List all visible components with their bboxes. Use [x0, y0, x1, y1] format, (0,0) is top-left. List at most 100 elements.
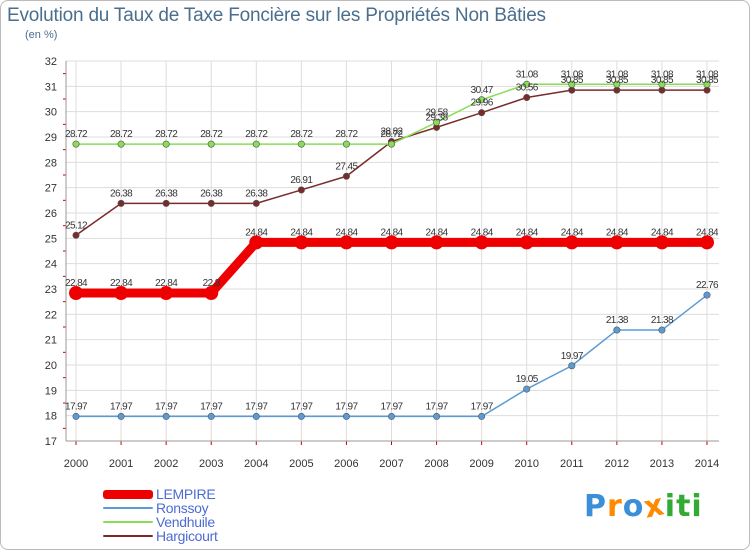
y-tick-label: 23 — [45, 284, 57, 296]
legend-swatch — [103, 535, 153, 537]
y-tick-label: 20 — [45, 360, 57, 372]
data-point-ronssoy — [613, 326, 621, 334]
y-tick-label: 22 — [45, 309, 57, 321]
data-point-vendhuile — [433, 118, 441, 126]
data-point-hargicourt — [342, 172, 350, 180]
data-point-ronssoy — [568, 362, 576, 370]
data-point-lempire — [474, 235, 489, 250]
data-label-lempire: 24.84 — [426, 227, 449, 238]
data-point-vendhuile — [703, 80, 711, 88]
data-label-vendhuile: 28.72 — [200, 129, 223, 140]
data-point-vendhuile — [297, 140, 305, 148]
data-label-lempire: 24.84 — [696, 227, 719, 238]
data-label-vendhuile: 31.08 — [516, 69, 539, 80]
data-point-lempire — [294, 235, 309, 250]
y-tick-label: 18 — [45, 411, 57, 423]
data-label-hargicourt: 30.56 — [516, 82, 539, 93]
data-label-hargicourt: 26.38 — [200, 188, 223, 199]
legend-label: Vendhuile — [156, 514, 215, 530]
x-tick-label: 2004 — [244, 458, 268, 470]
data-label-hargicourt: 27.45 — [335, 161, 358, 172]
data-label-lempire: 24.84 — [335, 227, 358, 238]
data-label-lempire: 22.84 — [155, 278, 178, 289]
x-tick-label: 2006 — [334, 458, 358, 470]
data-label-lempire: 24.84 — [516, 227, 539, 238]
y-tick-label: 21 — [45, 335, 57, 347]
data-point-ronssoy — [703, 291, 711, 299]
data-point-lempire — [519, 235, 534, 250]
x-tick-label: 2011 — [560, 458, 584, 470]
data-label-lempire: 22.84 — [110, 278, 133, 289]
data-point-vendhuile — [207, 140, 215, 148]
data-label-vendhuile: 28.72 — [380, 129, 403, 140]
data-label-hargicourt: 30.85 — [606, 75, 629, 86]
logo-letter: t — [676, 489, 692, 524]
data-point-lempire — [69, 286, 83, 301]
data-label-ronssoy: 19.97 — [561, 351, 584, 362]
data-label-ronssoy: 17.97 — [110, 401, 133, 412]
data-point-vendhuile — [387, 140, 395, 148]
logo-letter: i — [691, 489, 703, 524]
data-point-vendhuile — [117, 140, 125, 148]
data-point-lempire — [384, 235, 399, 250]
y-tick-label: 31 — [45, 81, 57, 93]
data-label-hargicourt: 30.85 — [696, 75, 719, 86]
data-point-hargicourt — [613, 86, 621, 94]
data-label-hargicourt: 30.85 — [651, 75, 674, 86]
legend-label: Ronssoy — [156, 500, 209, 516]
data-point-hargicourt — [297, 186, 305, 194]
data-label-hargicourt: 30.85 — [561, 75, 584, 86]
x-tick-label: 2014 — [695, 458, 719, 470]
legend-label: Hargicourt — [156, 528, 218, 544]
data-point-vendhuile — [568, 80, 576, 88]
chart-title: Evolution du Taux de Taxe Foncière sur l… — [7, 5, 546, 26]
data-point-vendhuile — [658, 80, 666, 88]
data-label-vendhuile: 29.58 — [426, 107, 449, 118]
logo-letter: i — [664, 489, 677, 524]
data-label-hargicourt: 29.96 — [471, 98, 494, 109]
data-point-ronssoy — [72, 412, 80, 420]
data-label-lempire: 24.84 — [245, 227, 268, 238]
data-point-ronssoy — [297, 412, 305, 420]
data-label-hargicourt: 29.38 — [426, 112, 449, 123]
logo-letter: o — [622, 489, 645, 524]
data-label-vendhuile: 28.72 — [335, 129, 358, 140]
data-label-ronssoy: 17.97 — [426, 401, 449, 412]
y-tick-label: 24 — [45, 259, 57, 271]
data-point-lempire — [609, 235, 624, 250]
unit-label: (en %) — [25, 29, 58, 41]
data-label-lempire: 24.84 — [471, 227, 494, 238]
legend-swatch — [103, 521, 153, 523]
data-point-vendhuile — [162, 140, 170, 148]
data-point-hargicourt — [658, 86, 666, 94]
data-point-vendhuile — [72, 140, 80, 148]
data-point-vendhuile — [523, 80, 531, 88]
data-point-lempire — [159, 286, 174, 301]
legend-label: LEMPIRE — [156, 486, 216, 502]
y-tick-label: 27 — [45, 183, 57, 195]
data-point-vendhuile — [252, 140, 260, 148]
data-label-ronssoy: 21.38 — [606, 315, 629, 326]
data-point-ronssoy — [162, 412, 170, 420]
x-tick-label: 2010 — [514, 458, 538, 470]
data-label-hargicourt: 28.82 — [380, 127, 403, 138]
x-tick-label: 2009 — [469, 458, 493, 470]
data-label-hargicourt: 26.38 — [110, 188, 133, 199]
data-point-lempire — [564, 235, 579, 250]
x-tick-label: 2012 — [605, 458, 629, 470]
data-point-ronssoy — [387, 412, 395, 420]
y-tick-label: 29 — [45, 132, 57, 144]
data-label-hargicourt: 25.12 — [65, 220, 88, 231]
data-point-lempire — [249, 235, 264, 250]
y-tick-label: 26 — [45, 208, 57, 220]
data-point-lempire — [339, 235, 354, 250]
data-label-lempire: 24.84 — [606, 227, 629, 238]
x-tick-label: 2002 — [154, 458, 178, 470]
data-point-hargicourt — [523, 93, 531, 101]
data-point-lempire — [429, 235, 444, 250]
logo-letter: P — [584, 489, 607, 524]
data-label-vendhuile: 31.08 — [606, 69, 629, 80]
data-point-ronssoy — [658, 326, 666, 334]
data-label-ronssoy: 17.97 — [290, 401, 313, 412]
data-label-vendhuile: 28.72 — [65, 129, 88, 140]
